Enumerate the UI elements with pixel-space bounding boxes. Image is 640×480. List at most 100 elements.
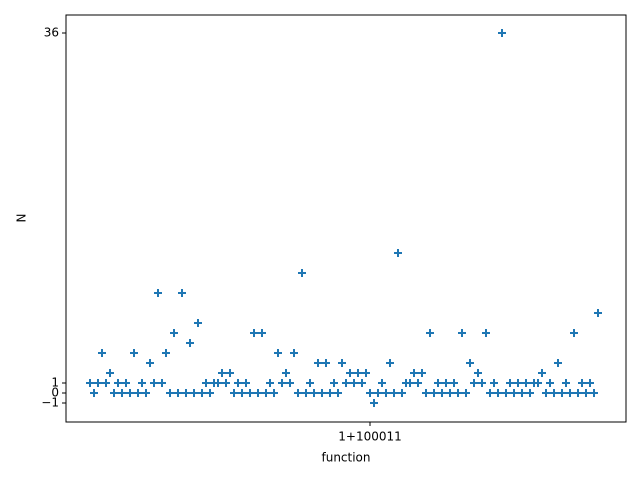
point	[562, 379, 570, 387]
point	[474, 369, 482, 377]
point	[590, 389, 598, 397]
point	[502, 389, 510, 397]
point	[514, 379, 522, 387]
point	[414, 379, 422, 387]
point	[450, 379, 458, 387]
point	[278, 379, 286, 387]
point	[222, 379, 230, 387]
point	[274, 349, 282, 357]
point	[338, 359, 346, 367]
point	[510, 389, 518, 397]
point	[170, 329, 178, 337]
plot-frame	[65, 14, 627, 423]
point	[90, 389, 98, 397]
point	[458, 329, 466, 337]
point	[378, 379, 386, 387]
point	[218, 369, 226, 377]
point	[230, 389, 238, 397]
point	[262, 389, 270, 397]
point	[394, 249, 402, 257]
point	[302, 389, 310, 397]
point	[326, 389, 334, 397]
point	[486, 389, 494, 397]
point	[126, 389, 134, 397]
point	[330, 379, 338, 387]
point	[242, 379, 250, 387]
x-tick-label: 1+100011	[338, 430, 402, 444]
point	[310, 389, 318, 397]
point	[106, 369, 114, 377]
point	[374, 389, 382, 397]
point	[438, 389, 446, 397]
point	[506, 379, 514, 387]
point	[202, 379, 210, 387]
point	[418, 369, 426, 377]
point	[354, 369, 362, 377]
point	[482, 329, 490, 337]
point	[226, 369, 234, 377]
point	[182, 389, 190, 397]
point	[162, 349, 170, 357]
point	[426, 329, 434, 337]
point	[350, 379, 358, 387]
point	[266, 379, 274, 387]
point	[150, 379, 158, 387]
point	[494, 389, 502, 397]
point	[154, 289, 162, 297]
point	[342, 379, 350, 387]
point	[454, 389, 462, 397]
point	[290, 349, 298, 357]
point	[406, 379, 414, 387]
point	[282, 369, 290, 377]
point	[322, 359, 330, 367]
point	[430, 389, 438, 397]
point	[558, 389, 566, 397]
point	[214, 379, 222, 387]
point	[122, 379, 130, 387]
point	[546, 379, 554, 387]
point	[538, 369, 546, 377]
point	[246, 389, 254, 397]
point	[234, 379, 242, 387]
point	[314, 359, 322, 367]
point	[254, 389, 262, 397]
point	[334, 389, 342, 397]
point	[158, 379, 166, 387]
point	[542, 389, 550, 397]
point	[146, 359, 154, 367]
point	[566, 389, 574, 397]
point	[258, 329, 266, 337]
point	[370, 399, 378, 407]
point	[434, 379, 442, 387]
point	[358, 379, 366, 387]
point	[362, 369, 370, 377]
point	[174, 389, 182, 397]
point	[298, 269, 306, 277]
point	[574, 389, 582, 397]
point	[130, 349, 138, 357]
point	[94, 379, 102, 387]
point	[442, 379, 450, 387]
y-tick-label: 0	[51, 386, 59, 400]
point	[194, 319, 202, 327]
point	[498, 29, 506, 37]
point	[446, 389, 454, 397]
point	[178, 289, 186, 297]
point	[110, 389, 118, 397]
point	[570, 329, 578, 337]
point	[578, 379, 586, 387]
point	[522, 379, 530, 387]
point	[462, 389, 470, 397]
point	[250, 329, 258, 337]
point	[518, 389, 526, 397]
point	[318, 389, 326, 397]
point	[238, 389, 246, 397]
point	[114, 379, 122, 387]
point	[422, 389, 430, 397]
point	[554, 359, 562, 367]
point	[134, 389, 142, 397]
point	[270, 389, 278, 397]
point	[466, 359, 474, 367]
y-tick-label: 36	[44, 26, 59, 40]
